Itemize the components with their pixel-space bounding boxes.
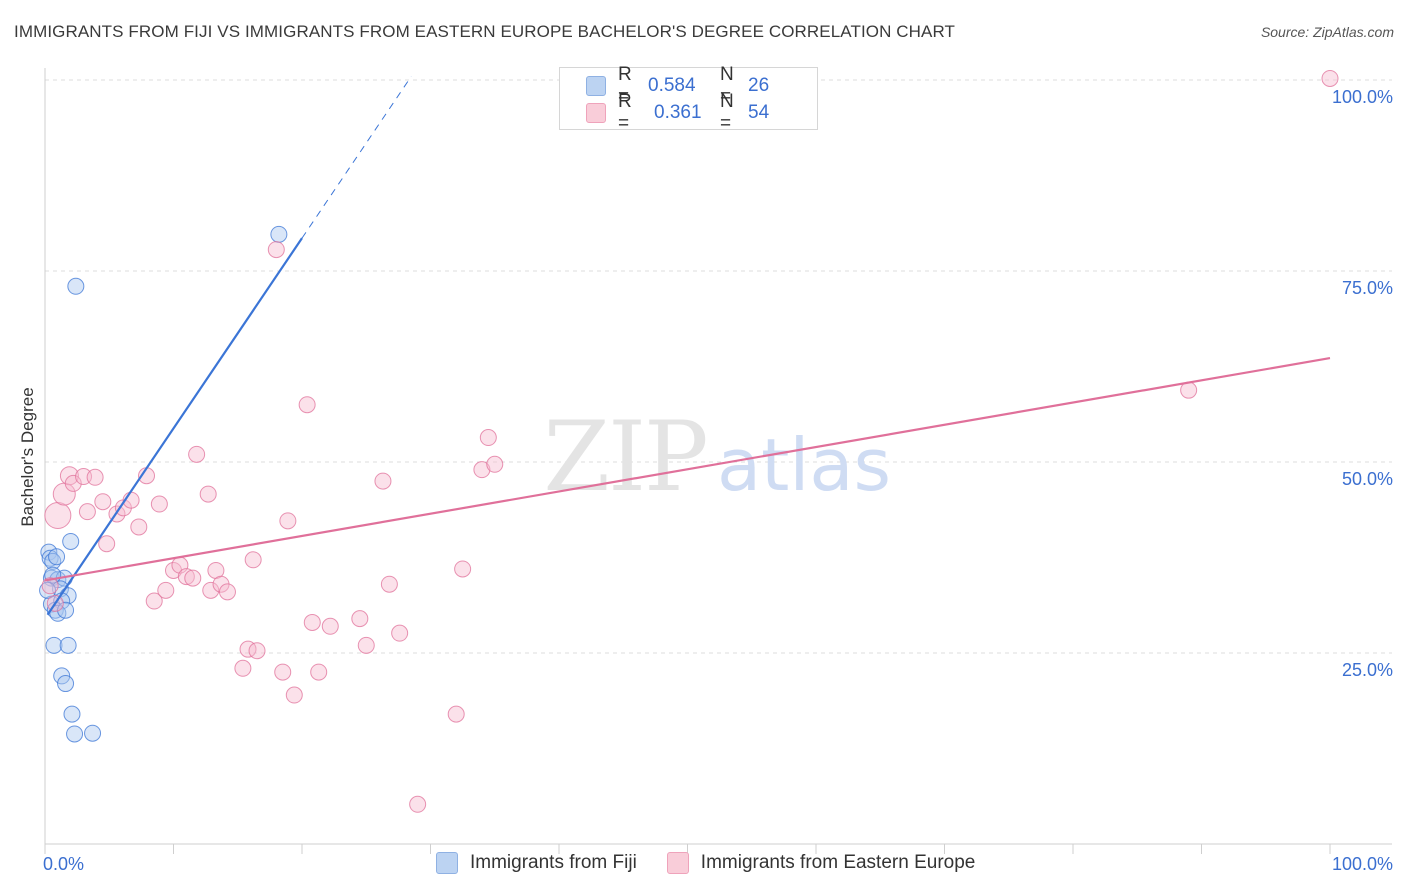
legend-swatch-fiji [436, 852, 458, 874]
x-tick-label-max: 100.0% [1332, 854, 1393, 874]
fiji-trend-line [46, 237, 303, 616]
fiji-point [39, 581, 57, 599]
eastern-europe-point [486, 455, 504, 473]
eastern-europe-point [454, 560, 472, 578]
eastern-europe-point [248, 642, 266, 660]
eastern-europe-point [409, 795, 427, 813]
fiji-point [66, 725, 84, 743]
eastern-europe-point [98, 535, 116, 553]
fiji-point [57, 675, 75, 693]
fiji-point [67, 277, 85, 295]
fiji-point [57, 601, 75, 619]
eastern-europe-point [41, 577, 59, 595]
trend-lines [44, 76, 1331, 616]
eastern-europe-point [1321, 69, 1339, 87]
eastern-europe-point [64, 474, 82, 492]
gridlines [45, 79, 1392, 654]
axes [44, 68, 1392, 854]
series-legend: Immigrants from Fiji Immigrants from Eas… [436, 852, 1005, 874]
source-label: Source: ZipAtlas.com [1260, 24, 1394, 40]
eastern-europe-point [298, 396, 316, 414]
eastern-europe-point [380, 575, 398, 593]
legend-n-value: 54 [748, 102, 770, 123]
eastern-europe-point [303, 613, 321, 631]
fiji-point [62, 532, 80, 550]
fiji-point [63, 705, 81, 723]
fiji-point [41, 549, 59, 567]
legend-n-value: 26 [748, 75, 770, 96]
watermark: ZIP atlas [543, 401, 891, 513]
eastern-europe-point [130, 518, 148, 536]
legend-label-fiji: Immigrants from Fiji [470, 852, 637, 873]
legend-row-fiji: R = 0.584 N = 26 [586, 64, 770, 107]
eastern-europe-point [357, 636, 375, 654]
eastern-europe-point [199, 485, 217, 503]
eastern-europe-point [145, 592, 163, 610]
y-tick-label: 25.0% [1342, 660, 1393, 680]
eastern-europe-point [310, 663, 328, 681]
eastern-europe-point [44, 501, 72, 529]
eastern-europe-point [78, 503, 96, 521]
fiji-point [59, 636, 77, 654]
eastern-europe-point [59, 466, 79, 486]
eastern-europe-point [267, 241, 285, 259]
fiji-point [84, 724, 102, 742]
legend-label-eastern-europe: Immigrants from Eastern Europe [700, 852, 976, 873]
fiji-trend-extension [301, 76, 412, 239]
eastern-europe-point [274, 663, 292, 681]
eastern-europe-point [374, 472, 392, 490]
eastern-europe-point [150, 495, 168, 513]
x-tick-label-min: 0.0% [43, 854, 84, 874]
eastern-europe-point [473, 461, 491, 479]
legend-n-label: N = [720, 91, 734, 134]
eastern-europe-point [188, 445, 206, 463]
fiji-point [53, 667, 71, 685]
legend-n-label: N = [720, 64, 734, 107]
eastern-europe-point [447, 705, 465, 723]
legend-item-eastern-europe[interactable]: Immigrants from Eastern Europe [666, 852, 976, 874]
eastern-europe-point [391, 624, 409, 642]
watermark-zip: ZIP [543, 401, 706, 513]
legend-item-fiji[interactable]: Immigrants from Fiji [436, 852, 637, 874]
eastern-europe-point [321, 617, 339, 635]
eastern-europe-point [94, 493, 112, 511]
fiji-point [270, 225, 288, 243]
series-eastern-europe-points [41, 69, 1339, 813]
eastern-europe-point [218, 583, 236, 601]
legend-r-value: 0.361 [654, 102, 702, 123]
eastern-europe-trend-line [44, 357, 1331, 582]
legend-swatch-eastern-europe [586, 103, 606, 123]
eastern-europe-point [479, 429, 497, 447]
legend-box: R = 0.584 N = 26 R = 0.361 N = 54 [559, 64, 818, 134]
eastern-europe-point [184, 569, 202, 587]
legend-r-label: R = [618, 64, 632, 107]
eastern-europe-point [234, 659, 252, 677]
eastern-europe-point [202, 581, 220, 599]
y-tick-labels: 25.0% 50.0% 75.0% 100.0% [1332, 87, 1393, 680]
eastern-europe-point [177, 568, 195, 586]
watermark-atlas: atlas [717, 423, 891, 507]
y-tick-label: 75.0% [1342, 278, 1393, 298]
legend-swatch-fiji [586, 76, 606, 96]
chart-title: IMMIGRANTS FROM FIJI VS IMMIGRANTS FROM … [14, 22, 956, 41]
legend-row-eastern-europe: R = 0.361 N = 54 [586, 91, 770, 134]
fiji-point [45, 636, 63, 654]
fiji-point [48, 548, 66, 566]
eastern-europe-point [157, 581, 175, 599]
legend-r-label: R = [618, 91, 632, 134]
eastern-europe-point [86, 468, 104, 486]
eastern-europe-point [244, 551, 262, 569]
eastern-europe-point [285, 686, 303, 704]
y-tick-label: 100.0% [1332, 87, 1393, 107]
legend-r-value: 0.584 [648, 75, 696, 96]
x-tick-labels: 0.0% 100.0% [43, 854, 1393, 874]
eastern-europe-point [279, 512, 297, 530]
eastern-europe-point [239, 640, 257, 658]
eastern-europe-point [351, 610, 369, 628]
y-axis-label: Bachelor's Degree [18, 387, 37, 526]
legend-swatch-eastern-europe [666, 852, 689, 874]
y-tick-label: 50.0% [1342, 469, 1393, 489]
